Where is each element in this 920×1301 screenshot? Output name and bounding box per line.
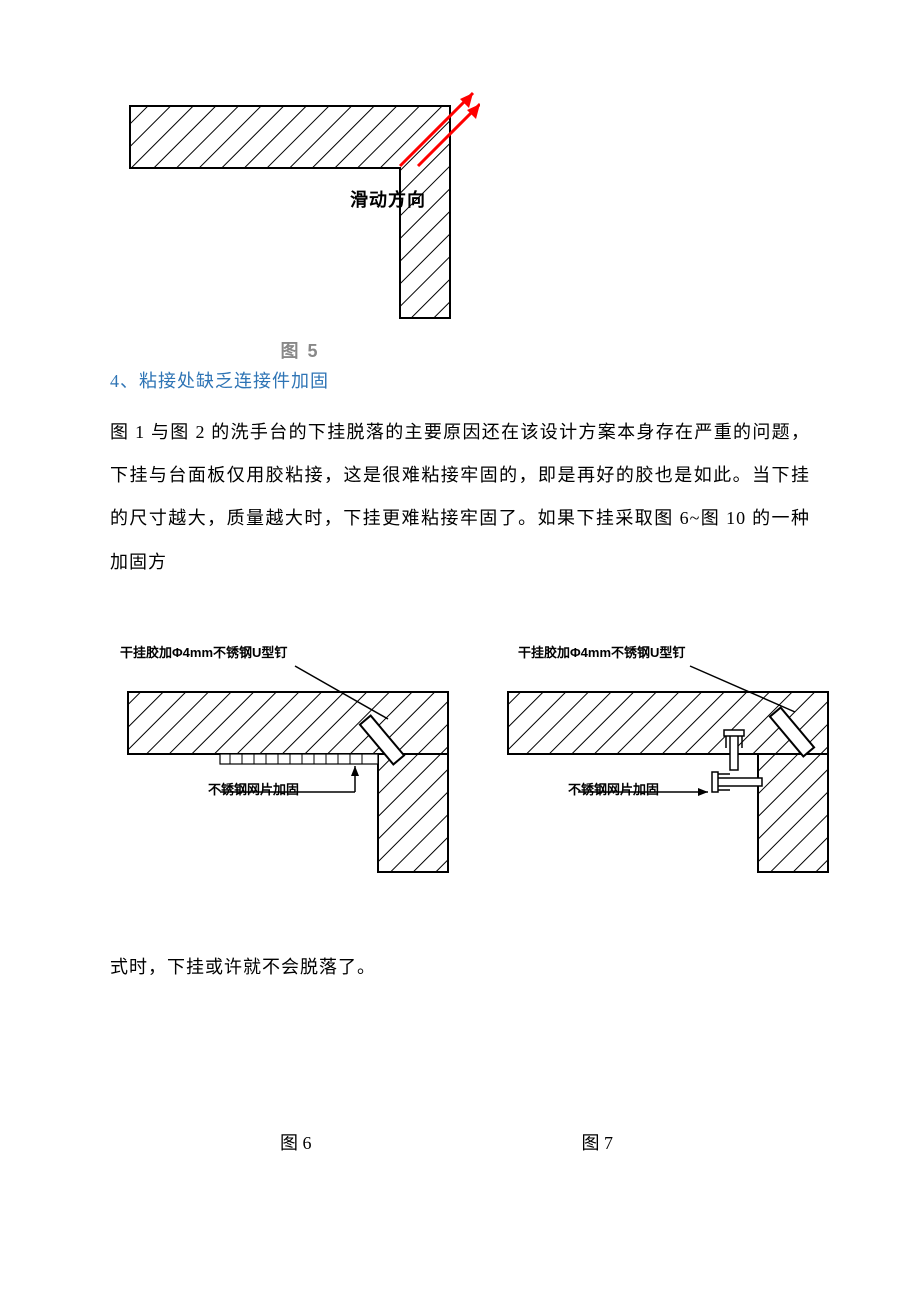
figure-6-svg bbox=[120, 644, 460, 874]
figure-5: 滑动方向 bbox=[120, 88, 480, 323]
figures-6-7-captions: 图 6 图 7 bbox=[110, 1129, 810, 1155]
paragraph-1: 图 1 与图 2 的洗手台的下挂脱落的主要原因还在该设计方案本身存在严重的问题，… bbox=[110, 411, 810, 584]
figures-6-7-row: 干挂胶加Φ4mm不锈钢U型钉 不锈钢网片加固 bbox=[120, 644, 810, 874]
figure-5-svg bbox=[120, 88, 480, 323]
paragraph-2: 式时，下挂或许就不会脱落了。 bbox=[110, 946, 810, 989]
figure-7-mid-annotation: 不锈钢网片加固 bbox=[568, 779, 659, 798]
figure-5-annotation: 滑动方向 bbox=[350, 186, 426, 212]
figure-6-caption: 图 6 bbox=[280, 1129, 312, 1155]
figure-7-caption: 图 7 bbox=[582, 1129, 614, 1155]
figure-6-top-annotation: 干挂胶加Φ4mm不锈钢U型钉 bbox=[120, 642, 287, 661]
figure-5-caption: 图 5 bbox=[120, 337, 480, 363]
figure-7-top-annotation: 干挂胶加Φ4mm不锈钢U型钉 bbox=[518, 642, 685, 661]
figure-7-svg bbox=[500, 644, 840, 874]
section-4-heading: 4、粘接处缺乏连接件加固 bbox=[110, 367, 810, 393]
figure-7: 干挂胶加Φ4mm不锈钢U型钉 不锈钢网片加固 bbox=[500, 644, 840, 874]
figure-6-mid-annotation: 不锈钢网片加固 bbox=[208, 779, 299, 798]
figure-6: 干挂胶加Φ4mm不锈钢U型钉 不锈钢网片加固 bbox=[120, 644, 460, 874]
